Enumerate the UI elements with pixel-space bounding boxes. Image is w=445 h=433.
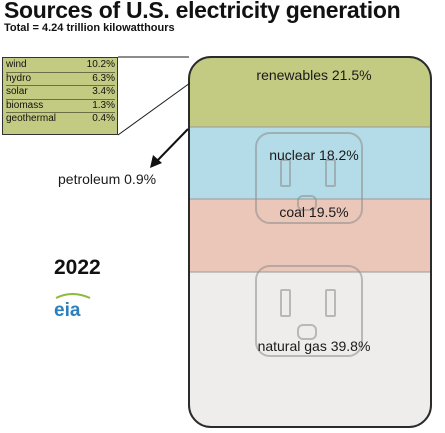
breakdown-value-label: 0.4%	[92, 113, 115, 125]
outlet-icon	[255, 132, 363, 357]
data-label-renewables: renewables 21.5%	[256, 67, 371, 83]
bar-segment-nuclear	[189, 127, 431, 199]
breakdown-value-label: 1.3%	[92, 99, 115, 111]
breakdown-row-biomass: biomass 1.3%	[6, 100, 115, 114]
renewables-breakdown-table: wind 10.2% hydro 6.3% solar 3.4% biomass 1.3% ge…	[2, 57, 118, 135]
breakdown-connector	[117, 56, 191, 136]
breakdown-source-label: geothermal	[6, 113, 57, 125]
breakdown-value-label: 10.2%	[86, 59, 115, 70]
chart-subtitle: Total = 4.24 trillion kilowatthours	[4, 22, 175, 34]
breakdown-row-hydro: hydro 6.3%	[6, 73, 115, 87]
breakdown-row-wind: wind 10.2%	[6, 59, 115, 73]
bar-segment-renewables	[189, 57, 431, 127]
bar-segment-natural-gas	[189, 272, 431, 427]
data-label-coal: coal 19.5%	[279, 204, 348, 220]
breakdown-source-label: wind	[6, 59, 27, 70]
outlet-frame	[188, 56, 432, 428]
breakdown-value-label: 3.4%	[92, 86, 115, 98]
eia-logo-text: eia	[54, 300, 81, 320]
breakdown-value-label: 6.3%	[92, 72, 115, 84]
breakdown-source-label: solar	[6, 86, 28, 98]
breakdown-source-label: hydro	[6, 72, 32, 84]
bar-segment-coal	[189, 199, 431, 272]
petroleum-arrow	[150, 128, 189, 168]
data-label-nuclear: nuclear 18.2%	[269, 147, 359, 163]
eia-logo: eia	[54, 293, 91, 320]
data-label-petroleum: petroleum 0.9%	[58, 171, 156, 187]
breakdown-source-label: biomass	[6, 99, 44, 111]
breakdown-row-geothermal: geothermal 0.4%	[6, 113, 115, 126]
data-label-natural-gas: natural gas 39.8%	[258, 338, 371, 354]
year-label: 2022	[54, 256, 101, 279]
breakdown-row-solar: solar 3.4%	[6, 86, 115, 100]
chart-title: Sources of U.S. electricity generation	[4, 0, 401, 23]
